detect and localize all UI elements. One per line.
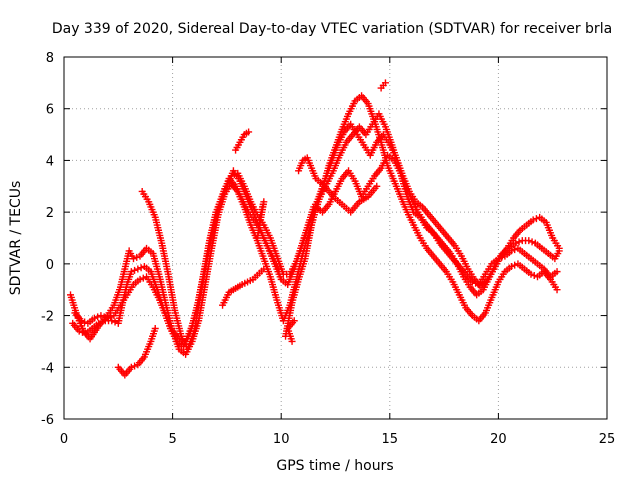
data-point — [227, 172, 235, 180]
data-point — [527, 270, 535, 278]
data-point — [95, 319, 103, 327]
data-point — [555, 244, 563, 252]
x-tick-label: 15 — [382, 432, 399, 447]
data-point — [381, 79, 389, 87]
x-tick-label: 25 — [599, 432, 616, 447]
data-point — [133, 253, 141, 261]
data-point — [528, 238, 536, 246]
y-tick-label: 2 — [46, 206, 54, 221]
data-point — [127, 268, 135, 276]
y-tick-label: -6 — [41, 413, 54, 428]
data-point — [134, 265, 142, 273]
data-point — [507, 247, 515, 255]
x-axis-title: GPS time / hours — [276, 458, 393, 474]
axis-ticks — [63, 56, 608, 420]
data-point — [77, 317, 85, 325]
data-point — [175, 335, 183, 343]
data-point — [290, 317, 298, 325]
data-point — [373, 182, 381, 190]
data-point — [127, 363, 135, 371]
data-point — [98, 318, 106, 326]
data-point — [219, 301, 227, 309]
tick-labels: 0 5 10 15 20 25 -6 -4 -2 0 2 4 6 8 — [41, 51, 615, 447]
data-point — [529, 216, 537, 224]
data-points — [67, 79, 563, 379]
y-tick-label: 4 — [46, 154, 54, 169]
data-point — [525, 237, 533, 245]
data-point — [231, 171, 239, 179]
data-point — [245, 128, 253, 136]
data-point — [94, 313, 102, 321]
data-point — [108, 317, 116, 325]
data-point — [472, 279, 480, 287]
data-point — [494, 255, 502, 263]
y-tick-label: -2 — [41, 310, 54, 325]
data-point — [103, 314, 111, 322]
data-point — [130, 255, 138, 263]
data-point — [136, 275, 144, 283]
y-tick-label: -4 — [41, 361, 54, 376]
data-point — [100, 313, 108, 321]
data-point — [75, 327, 83, 335]
data-point — [90, 314, 98, 322]
data-point — [151, 325, 159, 332]
x-tick-label: 0 — [60, 432, 68, 447]
x-tick-label: 20 — [490, 432, 507, 447]
data-point — [139, 274, 147, 282]
y-tick-label: 6 — [46, 103, 54, 118]
x-tick-label: 5 — [168, 432, 176, 447]
x-tick-label: 10 — [273, 432, 290, 447]
data-point — [107, 313, 115, 321]
data-point — [253, 234, 261, 242]
data-point — [178, 336, 186, 344]
data-point — [468, 278, 476, 286]
y-tick-label: 0 — [46, 258, 54, 273]
data-point — [553, 268, 561, 276]
chart-title: Day 339 of 2020, Sidereal Day-to-day VTE… — [52, 21, 612, 37]
y-tick-label: 8 — [46, 51, 54, 66]
data-point — [553, 286, 561, 294]
plot-frame — [63, 56, 608, 420]
data-point — [507, 262, 515, 270]
data-point — [131, 266, 139, 274]
y-axis-title: SDTVAR / TECUs — [8, 181, 24, 296]
data-point — [498, 253, 506, 261]
data-point — [111, 318, 119, 326]
data-point — [131, 362, 139, 370]
data-point — [515, 238, 523, 246]
data-point — [97, 312, 105, 320]
